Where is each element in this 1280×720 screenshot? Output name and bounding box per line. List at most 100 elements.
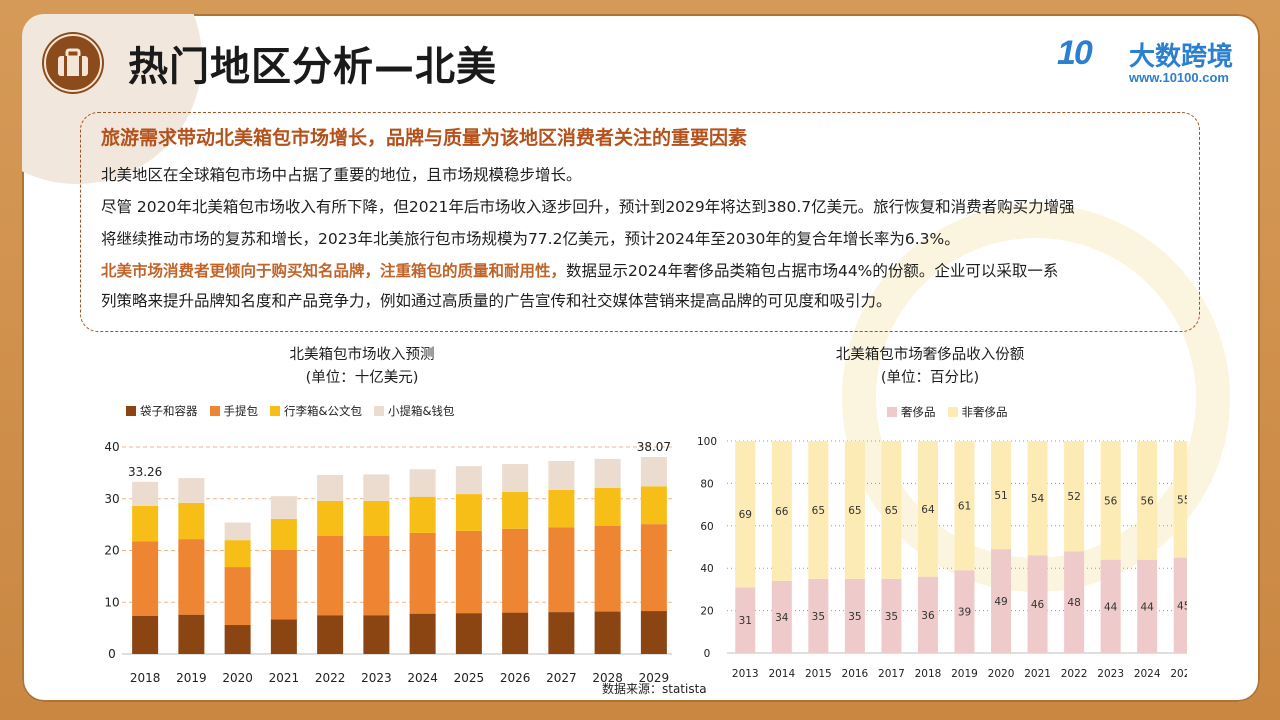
bar-segment: [178, 614, 205, 654]
x-tick-label: 2019: [951, 668, 978, 680]
bar-segment: [735, 587, 756, 653]
legend-label: 小提箱&钱包: [387, 404, 455, 418]
chart2-subtitle: (单位：百分比): [880, 370, 980, 386]
x-tick-label: 2018: [130, 671, 161, 684]
bar-segment: [917, 441, 938, 577]
bar-segment: [270, 549, 297, 620]
y-tick-label: 0: [108, 647, 116, 661]
bar-segment: [548, 612, 575, 654]
x-tick-label: 2016: [842, 668, 869, 680]
bar-segment: [594, 611, 621, 654]
bar-segment: [270, 518, 297, 550]
page-title: 热门地区分析—北美: [128, 44, 497, 90]
legend-item: 手提包: [209, 403, 258, 419]
y-tick-label: 60: [700, 521, 713, 533]
data-source: 数据来源：statista: [602, 682, 707, 696]
bar-segment: [1027, 555, 1048, 653]
y-tick-label: 20: [104, 544, 119, 558]
bar-segment: [1100, 441, 1121, 560]
bar-segment: [317, 500, 344, 537]
bar-segment: [991, 441, 1012, 550]
legend-label: 行李箱&公文包: [284, 404, 362, 418]
x-tick-label: 2020: [222, 671, 253, 684]
x-tick-label: 2025: [1170, 668, 1187, 680]
bar-segment: [224, 625, 251, 654]
bar-segment: [132, 481, 159, 506]
data-label: 44: [1104, 601, 1118, 613]
chart1-subtitle: (单位：十亿美元): [305, 370, 419, 386]
legend-swatch: [270, 406, 280, 416]
bar-segment: [502, 464, 529, 493]
bar-segment: [1137, 559, 1158, 653]
data-label: 65: [848, 505, 861, 517]
luxury-share-stacked-bar-chart: 0 20 40 60 80 100 31 69 2013 34 66 2014 35 65 2015 35 65…: [697, 436, 1187, 680]
data-label: 54: [1031, 493, 1045, 505]
x-tick-label: 2024: [407, 671, 438, 684]
legend-swatch: [126, 406, 136, 416]
chart1-title-block: 北美箱包市场收入预测 (单位：十亿美元): [232, 344, 492, 390]
legend-item: 非奢侈品: [947, 404, 1008, 420]
summary-line: 尽管 2020年北美箱包市场收入有所下降，但2021年后市场收入逐步回升，预计到…: [101, 198, 1075, 216]
y-tick-label: 30: [104, 492, 119, 506]
data-label: 34: [775, 612, 789, 624]
x-tick-label: 2019: [176, 671, 207, 684]
bar-segment: [178, 478, 205, 503]
x-tick-label: 2026: [500, 671, 531, 684]
data-label: 66: [775, 506, 789, 518]
data-label: 52: [1067, 491, 1080, 503]
x-tick-label: 2024: [1134, 668, 1161, 680]
x-tick-label: 2013: [732, 668, 759, 680]
x-tick-label: 2025: [454, 671, 485, 684]
bar-segment: [317, 615, 344, 654]
data-label: 49: [994, 596, 1007, 608]
data-label: 35: [812, 611, 825, 623]
y-tick-label: 0: [704, 648, 711, 660]
bar-segment: [502, 612, 529, 654]
data-label: 65: [885, 505, 898, 517]
bar-segment: [270, 619, 297, 654]
chart2-title: 北美箱包市场奢侈品收入份额: [835, 347, 1025, 363]
bar-segment: [640, 456, 667, 487]
bar-segment: [771, 441, 792, 581]
x-tick-label: 2023: [361, 671, 392, 684]
bar-segment: [317, 536, 344, 616]
bar-segment: [317, 474, 344, 501]
legend-item: 奢侈品: [887, 404, 936, 420]
summary-line: 列策略来提升品牌知名度和产品竞争力，例如通过高质量的广告宣传和社交媒体营销来提高…: [101, 292, 892, 310]
legend-label: 奢侈品: [901, 405, 936, 419]
bar-segment: [363, 536, 390, 616]
bar-segment: [1027, 441, 1048, 556]
x-tick-label: 2014: [768, 668, 795, 680]
bar-segment: [917, 576, 938, 653]
bar-segment: [363, 500, 390, 537]
chart2-legend: 奢侈品 非奢侈品: [887, 404, 1008, 420]
summary-line: 北美地区在全球箱包市场中占据了重要的地位，且市场规模稳步增长。: [101, 166, 582, 184]
x-tick-label: 2020: [988, 668, 1015, 680]
legend-item: 小提箱&钱包: [373, 403, 455, 419]
legend-item: 行李箱&公文包: [270, 403, 362, 419]
summary-line: 将继续推动市场的复苏和增长，2023年北美旅行包市场规模为77.2亿美元，预计2…: [101, 230, 960, 248]
legend-swatch: [373, 406, 384, 416]
bar-segment: [548, 527, 575, 613]
bar-segment: [844, 578, 865, 653]
y-tick-label: 20: [700, 606, 713, 618]
legend-swatch: [209, 406, 220, 416]
slide-card: 热门地区分析—北美 10 大数跨境 www.10100.com 旅游需求带动北美…: [22, 14, 1260, 702]
legend-label: 非奢侈品: [961, 405, 1008, 419]
data-label: 48: [1067, 597, 1080, 609]
bar-segment: [991, 549, 1012, 653]
bar-segment: [363, 615, 390, 654]
bar-segment: [640, 486, 667, 525]
bar-segment: [132, 615, 159, 654]
data-label: 36: [921, 610, 935, 622]
bar-segment: [409, 496, 436, 533]
chart1-legend: 袋子和容器 手提包 行李箱&公文包 小提箱&钱包: [126, 403, 454, 419]
bar-segment: [954, 441, 975, 571]
data-label: 31: [739, 615, 752, 627]
bar-segment: [455, 466, 482, 495]
x-tick-label: 2017: [878, 668, 905, 680]
bar-segment: [1100, 559, 1121, 653]
chart2-title-block: 北美箱包市场奢侈品收入份额 (单位：百分比): [790, 344, 1070, 390]
summary-heading: 旅游需求带动北美箱包市场增长，品牌与质量为该地区消费者关注的重要因素: [101, 127, 748, 149]
